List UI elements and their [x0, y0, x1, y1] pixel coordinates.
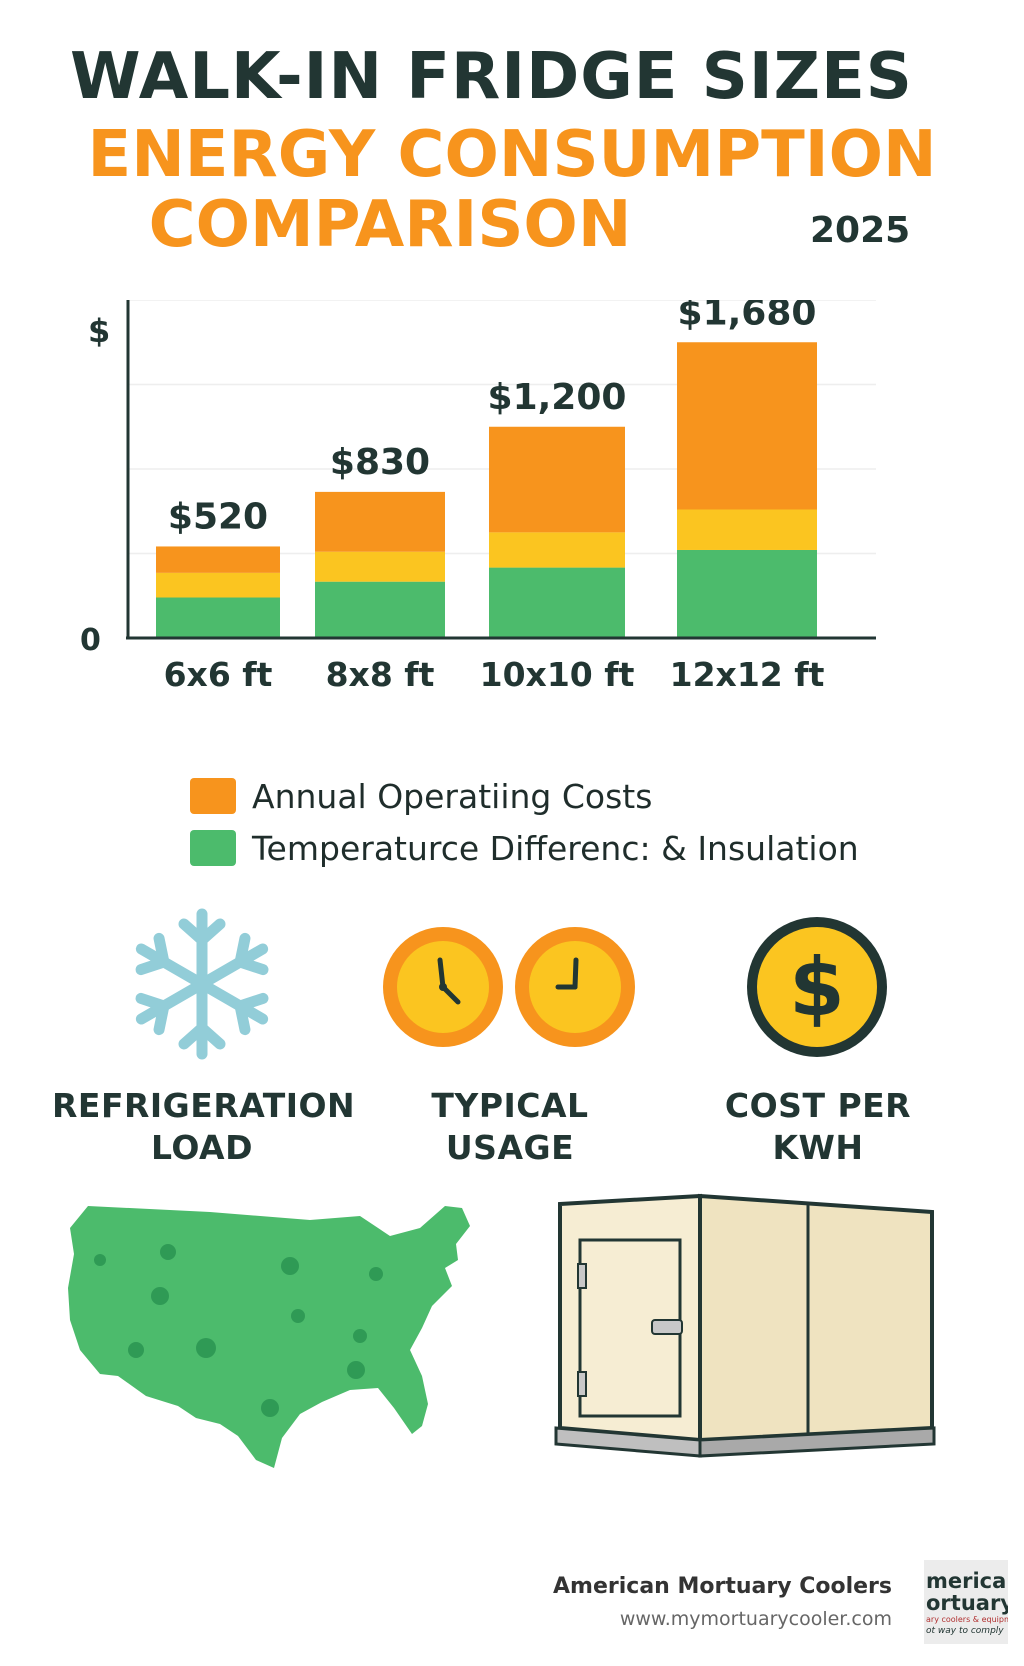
bar-segment [315, 491, 445, 552]
legend-label: Annual Operatiing Costs [252, 776, 653, 816]
company-url[interactable]: www.mymortuarycooler.com [619, 1608, 892, 1630]
bar-segment [156, 546, 280, 573]
bar-segment [315, 581, 445, 638]
bar-total-label: $1,200 [488, 377, 627, 418]
logo-text: merican [926, 1569, 1008, 1593]
clock-icon [383, 927, 503, 1047]
snowflake-icon [122, 908, 282, 1064]
logo-text: ary coolers & equipment [926, 1615, 1008, 1624]
year-label: 2025 [810, 210, 911, 251]
icon-label-line: REFRIGERATION [52, 1086, 356, 1125]
page-subtitle-line1: ENERGY CONSUMPTION [87, 118, 937, 192]
bar-total-label: $1,680 [678, 300, 817, 333]
typical-usage-label: TYPICAL USAGE [360, 1085, 660, 1169]
dollar-coin-icon: $ [747, 917, 887, 1057]
x-tick-label: 6x6 ft [164, 655, 273, 694]
legend-item-temperature-insulation: Temperaturce Differenc: & Insulation [190, 828, 859, 868]
bar-segment [489, 532, 625, 568]
bar-total-label: $830 [330, 442, 430, 483]
bar-segment [489, 567, 625, 638]
bar-segment [677, 342, 817, 510]
x-tick-label: 12x12 ft [670, 655, 825, 694]
page-title: WALK-IN FRIDGE SIZES [70, 40, 913, 114]
bar-segment [677, 549, 817, 638]
y-axis-label: $ [88, 312, 110, 350]
icon-label-line: USAGE [445, 1128, 575, 1167]
legend-item-operating-costs: Annual Operatiing Costs [190, 776, 652, 816]
company-name: American Mortuary Coolers [553, 1574, 892, 1599]
svg-text:$: $ [789, 941, 845, 1034]
logo-text: ot way to comply [926, 1626, 1004, 1636]
page-subtitle-line2: COMPARISON [148, 188, 632, 262]
legend-swatch-orange [190, 778, 236, 814]
icon-label-line: KWH [772, 1128, 864, 1167]
x-tick-label: 10x10 ft [480, 655, 635, 694]
bar-segment [315, 551, 445, 582]
icon-label-line: LOAD [151, 1128, 253, 1167]
refrigeration-load-label: REFRIGERATION LOAD [52, 1085, 356, 1169]
walk-in-cooler-icon [554, 1193, 936, 1458]
clock-icon [515, 927, 635, 1047]
legend-swatch-green [190, 830, 236, 866]
usa-map-icon [68, 1206, 470, 1468]
bar-segment [156, 597, 280, 638]
y-axis-zero-label: 0 [80, 623, 101, 658]
bar-segment [156, 572, 280, 598]
cost-per-kwh-label: COST PER KWH [668, 1085, 968, 1169]
bar-segment [677, 509, 817, 550]
logo-text: ortuary [926, 1591, 1008, 1615]
icon-label-line: COST PER [724, 1086, 912, 1125]
stacked-bar-chart: $520 6x6 ft $830 8x8 ft $1,200 10x10 ft $1,680… [80, 300, 876, 694]
x-tick-label: 8x8 ft [326, 655, 435, 694]
bar-total-label: $520 [168, 496, 268, 537]
icon-label-line: TYPICAL [431, 1086, 589, 1125]
company-logo: merican ortuary ary coolers & equipment … [924, 1560, 1008, 1644]
legend-label: Temperaturce Differenc: & Insulation [252, 828, 859, 868]
bar-segment [489, 426, 625, 533]
